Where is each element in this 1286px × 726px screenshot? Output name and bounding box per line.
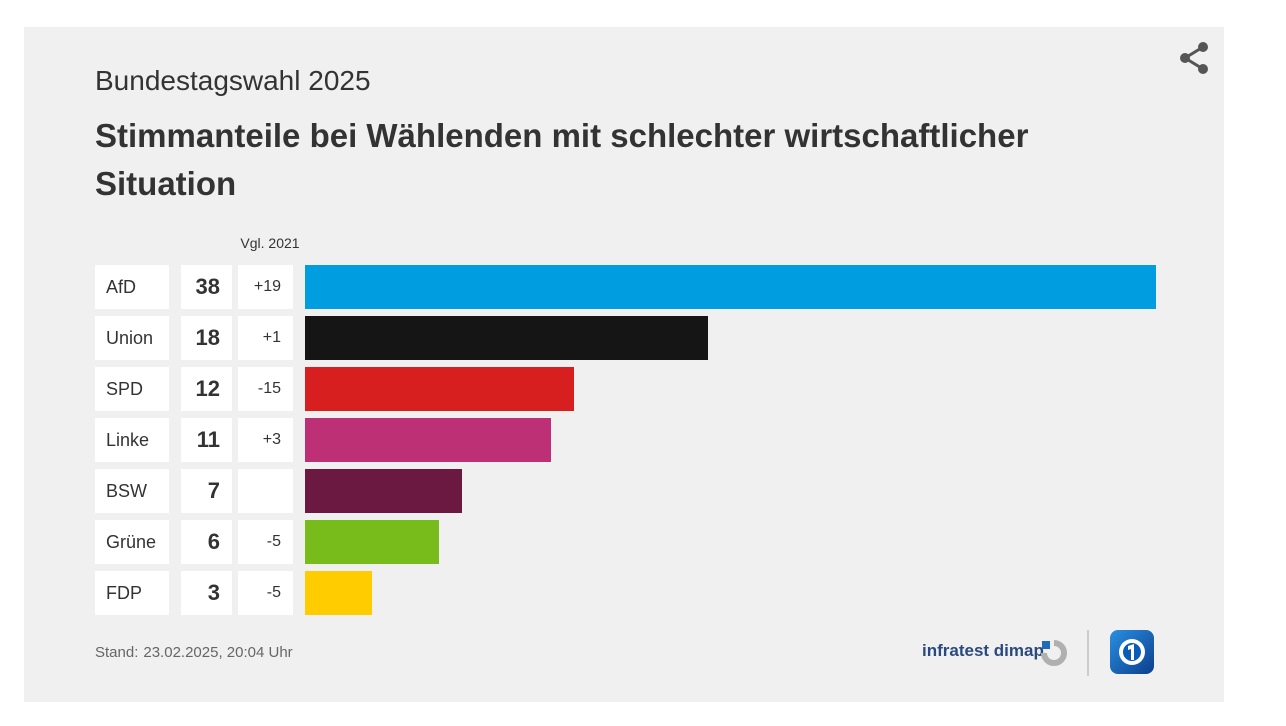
diff-label: +3 — [238, 418, 293, 462]
bar-row: Union 18 +1 — [24, 316, 1224, 360]
value-label: 3 — [181, 571, 232, 615]
infratest-dimap-label: infratest dimap — [922, 641, 1044, 660]
party-label: Linke — [95, 418, 169, 462]
bar — [305, 469, 462, 513]
comparison-header: Vgl. 2021 — [240, 235, 300, 251]
bar-row: BSW 7 — [24, 469, 1224, 513]
party-label: BSW — [95, 469, 169, 513]
bar — [305, 571, 372, 615]
chart-subtitle: Bundestagswahl 2025 — [95, 65, 371, 96]
stand-value: 23.02.2025, 20:04 Uhr — [143, 644, 293, 661]
chart-title: Stimmanteile bei Wählenden mit schlechte… — [95, 117, 1029, 202]
bar — [305, 520, 439, 564]
party-label: Grüne — [95, 520, 169, 564]
diff-label: -5 — [238, 571, 293, 615]
value-label: 38 — [181, 265, 232, 309]
bar — [305, 316, 708, 360]
tagesschau-logo-icon — [1110, 630, 1154, 674]
bar-row: SPD 12 -15 — [24, 367, 1224, 411]
value-label: 12 — [181, 367, 232, 411]
bar — [305, 367, 574, 411]
bar-row: AfD 38 +19 — [24, 265, 1224, 309]
footer-stand: Stand: 23.02.2025, 20:04 Uhr — [95, 644, 293, 661]
diff-label: +1 — [238, 316, 293, 360]
party-label: FDP — [95, 571, 169, 615]
bar — [305, 265, 1156, 309]
diff-label: +19 — [238, 265, 293, 309]
share-icon[interactable] — [1176, 40, 1212, 76]
value-label: 7 — [181, 469, 232, 513]
chart-card: Bundestagswahl 2025 Stimmanteile bei Wäh… — [24, 27, 1224, 702]
bar-row: Grüne 6 -5 — [24, 520, 1224, 564]
stand-label: Stand: — [95, 644, 139, 661]
value-label: 6 — [181, 520, 232, 564]
bar-row: FDP 3 -5 — [24, 571, 1224, 615]
party-label: Union — [95, 316, 169, 360]
party-label: AfD — [95, 265, 169, 309]
infratest-dimap-logo-icon — [1040, 638, 1068, 668]
diff-label: -15 — [238, 367, 293, 411]
footer-divider — [1087, 630, 1089, 676]
value-label: 18 — [181, 316, 232, 360]
value-label: 11 — [181, 418, 232, 462]
diff-label — [238, 469, 293, 513]
party-label: SPD — [95, 367, 169, 411]
bar — [305, 418, 551, 462]
bar-row: Linke 11 +3 — [24, 418, 1224, 462]
diff-label: -5 — [238, 520, 293, 564]
